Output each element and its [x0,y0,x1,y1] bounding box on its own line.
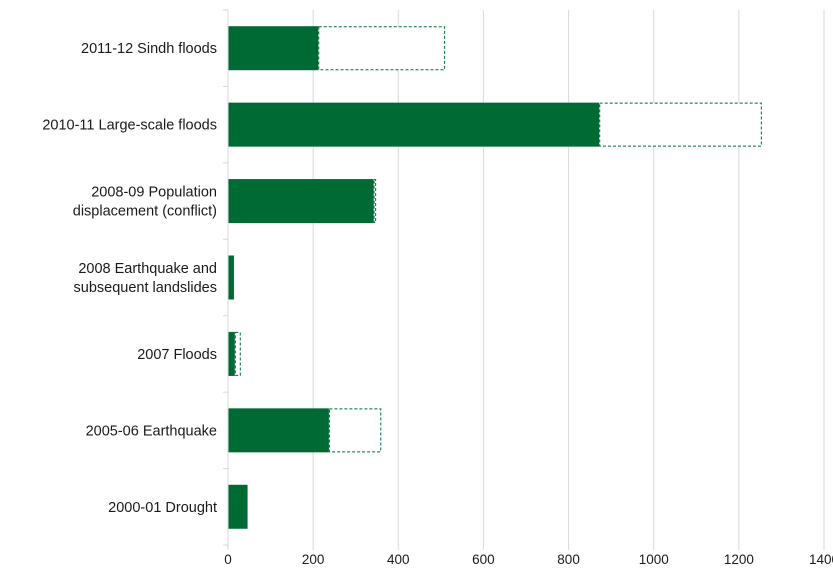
x-tick-label: 200 [302,552,325,565]
bar-solid [228,255,234,300]
x-tick-label: 1000 [639,552,669,565]
labels: 0 200 400 600 800 1000 1200 1400 2011-12 Sindh f… [42,41,833,567]
x-tick-label: 1200 [724,552,754,565]
bar-dashed [328,408,382,453]
category-label: 2000-01 Drought [108,500,217,516]
category-label: 2005-06 Earthquake [86,423,217,439]
category-label: 2008 Earthquake and [78,261,217,277]
bar-dashed [318,26,446,71]
x-tick-label: 600 [472,552,495,565]
x-tick-label: 800 [557,552,580,565]
x-tick-label: 400 [387,552,410,565]
category-label: 2011-12 Sindh floods [81,41,217,57]
bar-solid [228,102,600,147]
bar-dashed [373,179,377,224]
category-label: 2008-09 Population [91,185,217,201]
bar-solid [228,408,329,453]
bars [228,26,762,529]
x-tick-label: 0 [224,552,232,565]
bar-dashed [234,331,241,376]
category-label: 2010-11 Large-scale floods [42,118,217,134]
axes [223,9,825,550]
bar-solid [228,484,248,529]
gridlines [312,10,825,545]
category-label: displacement (conflict) [73,204,217,220]
category-label: subsequent landslides [74,280,218,296]
x-tick-label: 1400 [809,552,833,565]
bar-solid [228,331,235,376]
bar-dashed [599,102,762,147]
bar-solid [228,179,374,224]
bar-solid [228,26,319,71]
category-label: 2007 Floods [137,347,217,363]
